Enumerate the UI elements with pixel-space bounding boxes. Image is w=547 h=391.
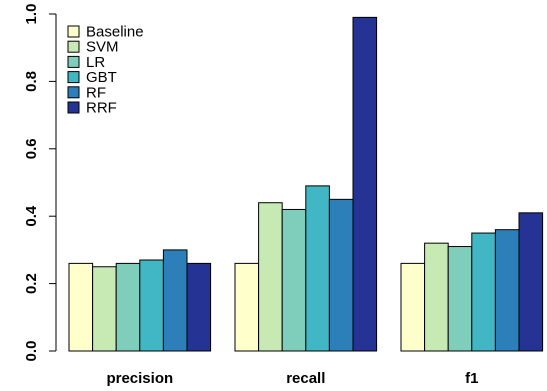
legend-swatch-rrf bbox=[67, 101, 80, 114]
bar-baseline-precision bbox=[68, 262, 94, 352]
legend-label-baseline: Baseline bbox=[86, 24, 144, 41]
bar-lr-recall bbox=[281, 208, 307, 352]
category-labels: precision recall f1 bbox=[106, 370, 478, 387]
y-tick-label: 0.0 bbox=[23, 341, 40, 362]
y-tick-label: 0.4 bbox=[23, 205, 40, 227]
bar-gbt-precision bbox=[139, 259, 164, 352]
y-axis: 0.0 0.2 0.4 0.6 0.8 1.0 bbox=[23, 4, 57, 362]
legend-label-rrf: RRF bbox=[86, 100, 117, 117]
bar-gbt-recall bbox=[305, 185, 330, 352]
legend-swatch-rf bbox=[67, 86, 80, 99]
bar-rrf-f1 bbox=[518, 212, 544, 352]
category-label-precision: precision bbox=[106, 370, 173, 387]
legend-label-lr: LR bbox=[86, 54, 105, 71]
legend-label-svm: SVM bbox=[86, 39, 119, 56]
legend-swatch-svm bbox=[67, 40, 80, 53]
bar-svm-f1 bbox=[424, 242, 449, 352]
bar-lr-f1 bbox=[447, 246, 473, 352]
y-tick-label: 0.2 bbox=[23, 273, 40, 294]
bars bbox=[68, 16, 544, 352]
y-tick-label: 0.6 bbox=[23, 138, 40, 159]
bar-gbt-f1 bbox=[471, 232, 496, 352]
legend-swatch-gbt bbox=[67, 71, 80, 84]
bar-lr-precision bbox=[115, 262, 141, 352]
bar-svm-precision bbox=[92, 266, 117, 352]
y-tick-label: 0.8 bbox=[23, 71, 40, 92]
bar-rrf-precision bbox=[186, 262, 212, 352]
legend-swatch-lr bbox=[67, 55, 80, 68]
bar-svm-recall bbox=[258, 202, 283, 352]
bar-rrf-recall bbox=[352, 16, 378, 352]
bar-rf-f1 bbox=[494, 229, 520, 352]
legend-swatch-baseline bbox=[67, 25, 80, 38]
y-tick-label: 1.0 bbox=[23, 4, 40, 25]
category-label-f1: f1 bbox=[465, 370, 478, 387]
bar-rf-recall bbox=[328, 198, 354, 352]
bar-baseline-f1 bbox=[400, 262, 426, 352]
bar-rf-precision bbox=[162, 249, 188, 352]
legend-label-gbt: GBT bbox=[86, 69, 117, 86]
category-label-recall: recall bbox=[286, 370, 325, 387]
legend-label-rf: RF bbox=[86, 84, 106, 101]
bar-baseline-recall bbox=[234, 262, 260, 352]
